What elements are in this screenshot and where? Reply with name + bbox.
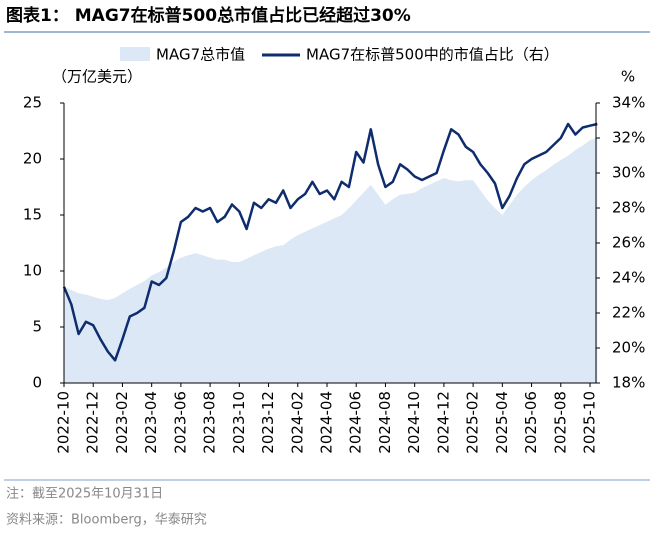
source: 资料来源：Bloomberg，华泰研究 [6, 513, 207, 528]
y2-tick-label: 22% [612, 304, 645, 322]
legend-label: MAG7在标普500中的市值占比（右） [306, 46, 559, 64]
x-tick-label: 2024-08 [376, 391, 394, 454]
legend-swatch [120, 47, 150, 61]
y2-tick-label: 18% [612, 374, 645, 392]
x-tick-label: 2022-10 [55, 391, 73, 454]
x-tick-label: 2023-12 [259, 391, 277, 454]
area [64, 137, 598, 383]
legend-label: MAG7总市值 [156, 46, 245, 64]
note: 注：截至2025年10月31日 [6, 487, 163, 502]
x-tick-label: 2025-08 [551, 391, 569, 454]
line [62, 122, 598, 362]
y2-tick-label: 32% [612, 129, 645, 147]
y-tick-label: 20 [23, 150, 42, 168]
x-tick-label: 2025-04 [493, 391, 511, 454]
y2-tick-label: 28% [612, 199, 645, 217]
y2-tick-label: 30% [612, 164, 645, 182]
x-tick-label: 2024-02 [288, 391, 306, 454]
y-tick-label: 0 [32, 374, 42, 392]
x-tick-label: 2023-10 [230, 391, 248, 454]
y-tick-label: 25 [23, 94, 42, 112]
x-tick-label: 2023-02 [113, 391, 131, 454]
y2-tick-label: 26% [612, 234, 645, 252]
chart-title: 图表1： MAG7在标普500总市值占比已经超过30% [6, 5, 411, 26]
x-tick-label: 2024-12 [434, 391, 452, 454]
y2-tick-label: 34% [612, 94, 645, 112]
x-tick-label: 2023-08 [201, 391, 219, 454]
x-tick-label: 2024-06 [347, 391, 365, 454]
x-tick-label: 2025-02 [464, 391, 482, 454]
x-tick-label: 2025-10 [581, 391, 599, 454]
x-tick-label: 2023-04 [142, 391, 160, 454]
y2-tick-label: 24% [612, 269, 645, 287]
y-tick-label: 15 [23, 206, 42, 224]
x-tick-label: 2025-06 [522, 391, 540, 454]
y2-axis-label: % [621, 68, 635, 86]
x-tick-label: 2024-04 [318, 391, 336, 454]
y2-tick-label: 20% [612, 339, 645, 357]
x-tick-label: 2022-12 [84, 391, 102, 454]
x-tick-label: 2023-06 [171, 391, 189, 454]
y-tick-label: 10 [23, 262, 42, 280]
y-tick-label: 5 [32, 318, 42, 336]
y-axis-label: （万亿美元） [52, 68, 142, 86]
x-tick-label: 2024-10 [405, 391, 423, 454]
